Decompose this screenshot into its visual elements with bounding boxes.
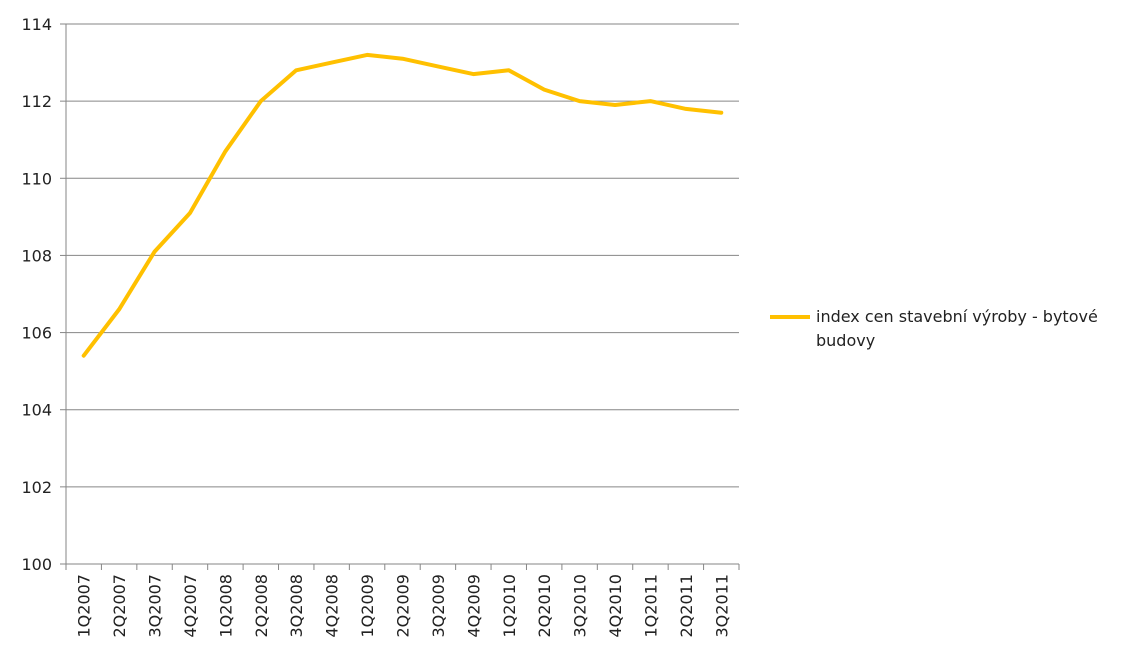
x-tick-label: 3Q2008 <box>287 574 306 638</box>
legend-swatch <box>770 315 810 319</box>
y-tick-label: 108 <box>21 246 52 265</box>
data-point <box>118 308 120 310</box>
x-tick-label: 3Q2007 <box>146 574 165 638</box>
series-line <box>81 52 724 358</box>
data-point <box>295 69 297 71</box>
y-tick-label: 114 <box>21 15 52 34</box>
legend-label: index cen stavební výroby - bytové budov… <box>816 307 1098 350</box>
x-tick-label: 1Q2011 <box>641 574 660 638</box>
x-tick-label: 4Q2009 <box>464 574 483 638</box>
data-point <box>83 355 85 357</box>
x-tick-label: 2Q2011 <box>677 574 696 638</box>
y-tick-label: 112 <box>21 92 52 111</box>
data-point <box>508 69 510 71</box>
y-tick-label: 102 <box>21 478 52 497</box>
y-tick-label: 110 <box>21 169 52 188</box>
data-point <box>543 89 545 91</box>
x-tick-label: 3Q2009 <box>429 574 448 638</box>
data-point <box>260 100 262 102</box>
x-tick-label: 1Q2008 <box>216 574 235 638</box>
x-tick-label: 3Q2010 <box>571 574 590 638</box>
x-tick-label: 4Q2010 <box>606 574 625 638</box>
x-tick-label: 1Q2009 <box>358 574 377 638</box>
data-point <box>402 58 403 60</box>
x-tick-label: 4Q2007 <box>181 574 200 638</box>
x-tick-label: 2Q2008 <box>252 574 271 638</box>
data-point <box>366 54 368 56</box>
x-tick-label: 2Q2010 <box>535 574 554 638</box>
data-point <box>224 150 226 152</box>
data-point <box>614 104 616 106</box>
y-tick-label: 106 <box>21 324 52 343</box>
y-tick-label: 104 <box>21 401 52 420</box>
x-tick-label: 1Q2007 <box>75 574 94 638</box>
data-point <box>472 73 474 75</box>
data-point <box>649 100 651 102</box>
data-point <box>189 212 191 214</box>
data-point <box>579 100 581 102</box>
data-point <box>437 65 439 67</box>
legend: index cen stavební výroby - bytové budov… <box>770 305 1120 353</box>
x-tick-label: 4Q2008 <box>323 574 342 638</box>
data-point <box>154 251 156 253</box>
x-tick-label: 1Q2010 <box>500 574 519 638</box>
data-point <box>685 108 687 110</box>
y-tick-label: 100 <box>21 555 52 574</box>
x-tick-label: 2Q2007 <box>110 574 129 638</box>
x-tick-label: 2Q2009 <box>394 574 413 638</box>
x-tick-label: 3Q2011 <box>712 574 731 638</box>
data-point <box>331 62 333 64</box>
data-point <box>720 112 722 114</box>
